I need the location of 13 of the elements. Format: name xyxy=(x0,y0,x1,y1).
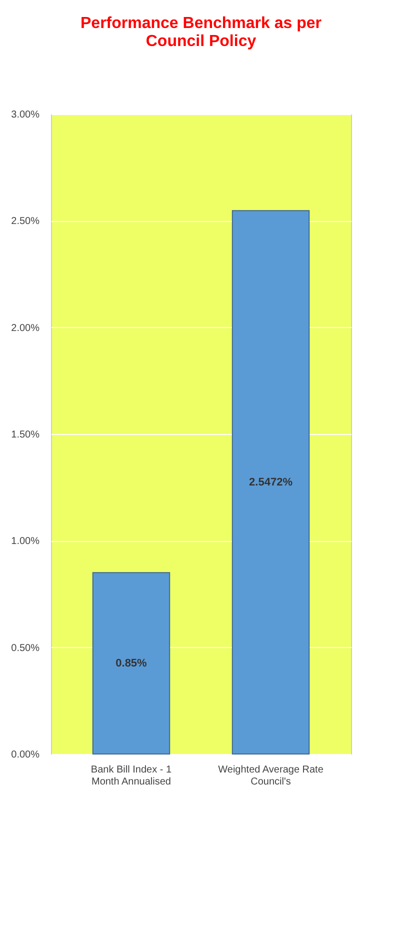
x-tick-label: Weighted Average Rate xyxy=(218,764,324,776)
x-tick-label: Bank Bill Index - 1 Month Annualised xyxy=(90,764,172,788)
y-tick-label: 0.00% xyxy=(11,750,40,760)
y-tick-label: 0.50% xyxy=(11,642,40,654)
chart-title: Performance Benchmark as per Council Policy xyxy=(80,15,322,50)
data-label: 2.5472% xyxy=(249,476,293,488)
y-tick-label: 1.50% xyxy=(11,430,40,440)
data-label: 0.85% xyxy=(116,657,148,670)
y-tick-label: 1.00% xyxy=(11,536,40,548)
y-tick-label: 3.00% xyxy=(11,110,40,120)
y-tick-label: 2.50% xyxy=(11,216,40,228)
y-tick-label: 2.00% xyxy=(11,322,40,334)
text: Council's xyxy=(250,776,291,788)
